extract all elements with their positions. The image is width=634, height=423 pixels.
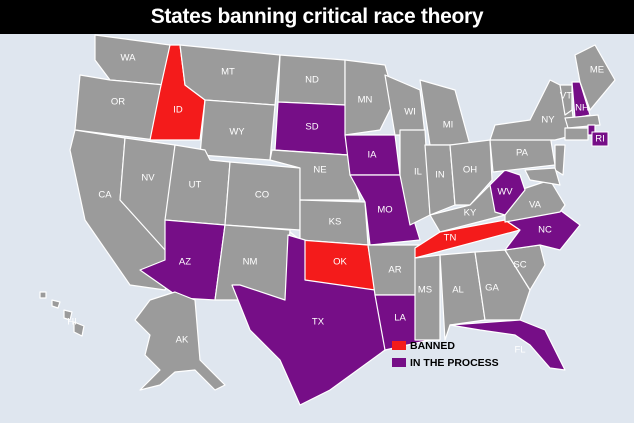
legend: BANNED IN THE PROCESS <box>392 337 499 371</box>
state-nc <box>504 209 581 251</box>
state-label: NY <box>541 115 555 126</box>
legend-swatch-in-process <box>392 358 406 367</box>
state-mi <box>419 79 471 146</box>
state-nh <box>571 81 591 119</box>
state-label: OK <box>333 257 347 268</box>
state-label: NV <box>141 173 155 184</box>
state-hi <box>51 299 61 309</box>
state-fl <box>449 319 566 371</box>
state-label: NC <box>538 225 552 236</box>
state-mo <box>349 174 421 246</box>
state-label: ME <box>590 65 604 76</box>
state-label: ID <box>173 105 183 116</box>
state-label: AK <box>176 335 189 346</box>
state-nj <box>554 144 566 176</box>
state-label: WA <box>121 53 137 64</box>
state-label: FL <box>514 345 525 356</box>
state-label: TX <box>312 317 325 328</box>
state-label: AL <box>452 285 464 296</box>
state-label: AZ <box>179 257 191 268</box>
state-ms <box>414 254 441 341</box>
state-ga <box>474 249 531 321</box>
state-label: SC <box>513 260 526 271</box>
legend-item-banned: BANNED <box>392 337 499 354</box>
state-label: HI <box>67 317 77 328</box>
state-label: VT <box>560 91 572 102</box>
state-label: NM <box>243 257 258 268</box>
state-label: MT <box>221 67 235 78</box>
state-label: ND <box>305 75 319 86</box>
state-ak <box>134 291 226 391</box>
state-vt <box>559 84 573 116</box>
state-label: AR <box>388 265 401 276</box>
state-ny <box>489 79 576 141</box>
state-label: MN <box>358 95 373 106</box>
state-label-box-ri <box>591 131 609 147</box>
state-oh <box>449 139 493 206</box>
state-label: OH <box>463 165 477 176</box>
state-label: IN <box>435 170 445 181</box>
state-label: VA <box>529 200 542 211</box>
legend-item-in-process: IN THE PROCESS <box>392 354 499 371</box>
state-label: IA <box>368 150 378 161</box>
state-label: WV <box>497 187 513 198</box>
state-mn <box>344 59 396 136</box>
state-label: RI <box>595 134 605 145</box>
state-label: OR <box>111 97 125 108</box>
legend-label: BANNED <box>410 339 455 352</box>
state-hi <box>63 309 73 321</box>
state-label: PA <box>516 148 529 159</box>
state-label: NH <box>575 103 589 114</box>
state-label: KS <box>329 217 342 228</box>
legend-label: IN THE PROCESS <box>410 356 499 369</box>
state-hi <box>73 321 85 337</box>
state-label: MO <box>377 205 392 216</box>
state-label: CA <box>98 190 112 201</box>
state-label: GA <box>485 283 499 294</box>
map-title: States banning critical race theory <box>0 0 634 34</box>
state-il <box>399 129 431 226</box>
state-label: CO <box>255 190 269 201</box>
state-ct <box>564 127 589 141</box>
state-hi <box>39 291 47 299</box>
state-me <box>574 44 616 111</box>
state-label: LA <box>394 313 406 324</box>
legend-swatch-banned <box>392 341 406 350</box>
state-label: UT <box>189 180 202 191</box>
state-label: WY <box>229 127 245 138</box>
state-label: MI <box>443 120 454 131</box>
state-label: KY <box>464 208 477 219</box>
state-label: SD <box>305 122 318 133</box>
state-label: IL <box>414 167 422 178</box>
state-md <box>524 167 561 186</box>
state-label: NE <box>313 165 326 176</box>
state-al <box>439 251 486 341</box>
state-label: TN <box>444 233 457 244</box>
state-wi <box>384 74 426 136</box>
state-label: WI <box>404 107 416 118</box>
state-label: MS <box>418 285 432 296</box>
